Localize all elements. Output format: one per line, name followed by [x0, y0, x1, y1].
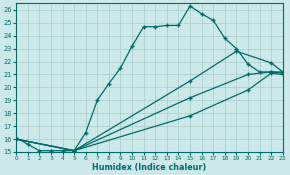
X-axis label: Humidex (Indice chaleur): Humidex (Indice chaleur) [92, 163, 206, 172]
